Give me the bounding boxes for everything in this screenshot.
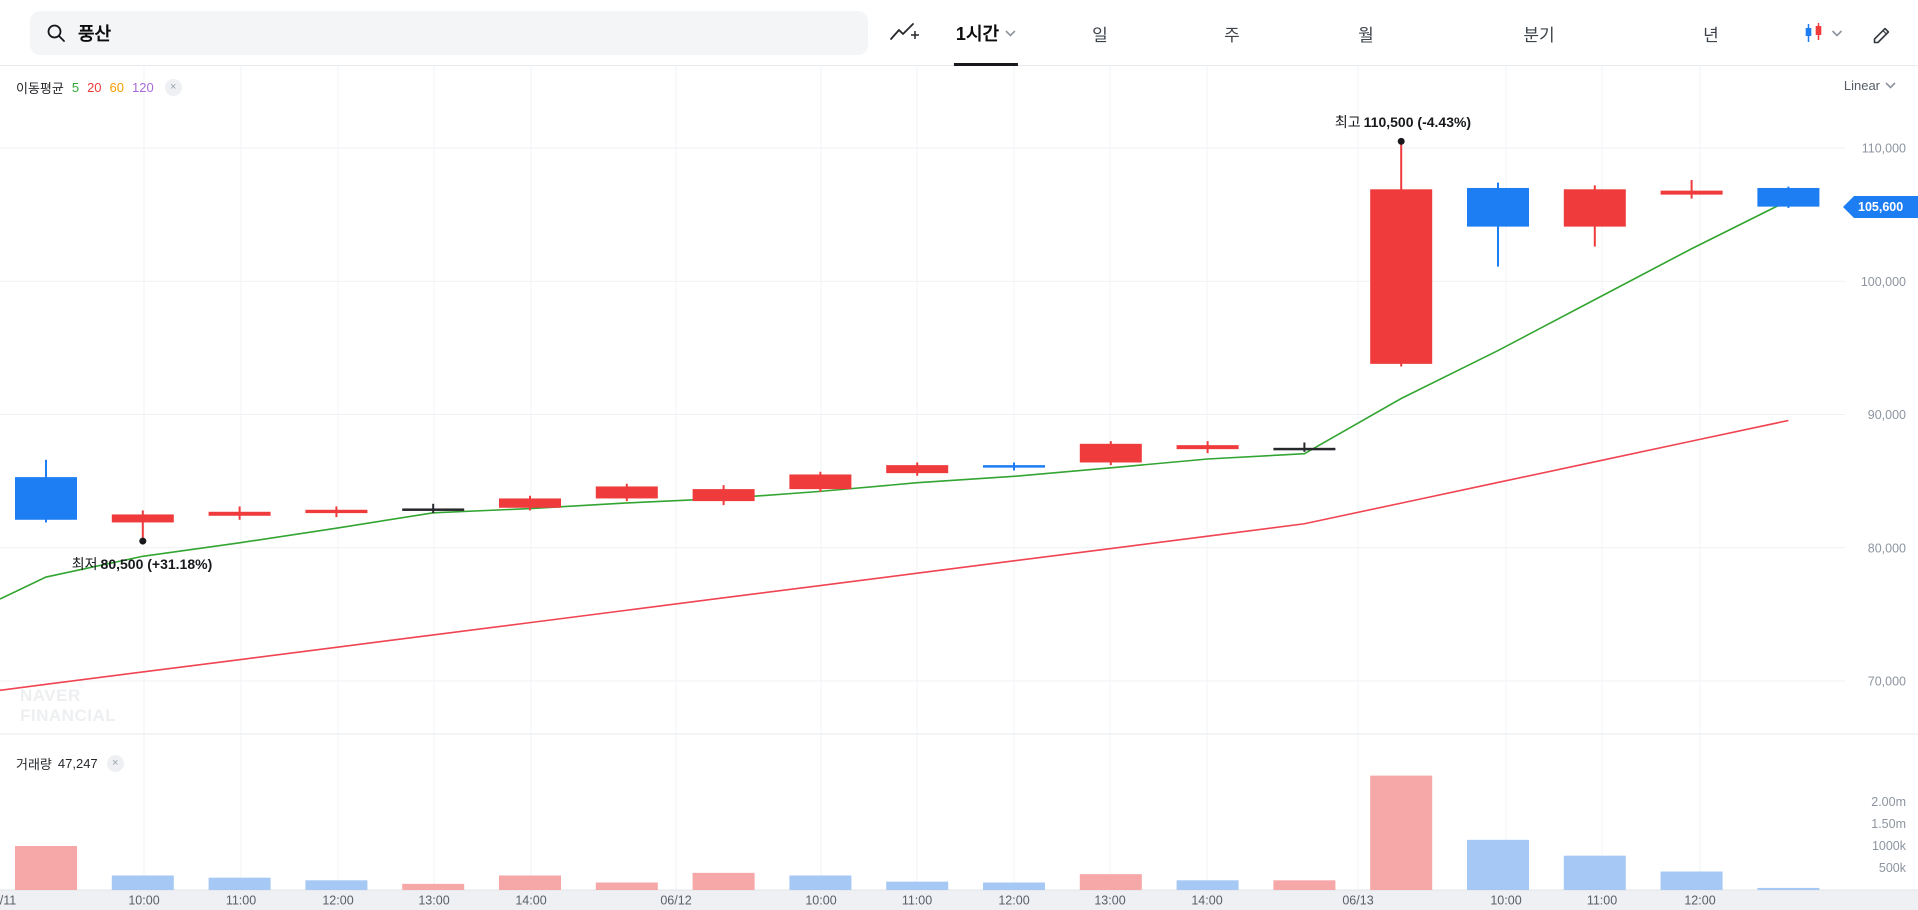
svg-text:100,000: 100,000 [1861,275,1906,289]
svg-text:/11: /11 [0,894,16,908]
line-chart-add-icon[interactable] [889,0,919,66]
tab-day-label: 일 [1092,25,1108,45]
svg-text:12:00: 12:00 [1684,894,1715,908]
svg-text:2.00m: 2.00m [1871,795,1906,809]
low-pct: (+31.18%) [147,556,213,572]
marker-dot [139,537,147,545]
svg-text:1000k: 1000k [1872,839,1907,853]
svg-text:06/12: 06/12 [660,894,691,908]
stock-search-input[interactable]: 풍산 [30,11,868,55]
tab-year-label: 년 [1703,25,1719,45]
marker-dot [1397,137,1405,145]
svg-text:14:00: 14:00 [515,894,546,908]
watermark: NAVER FINANCIAL [20,686,116,725]
topbar: 풍산 1시간 일 주 월 분기 년 [0,0,1918,66]
svg-text:11:00: 11:00 [902,894,932,908]
svg-text:70,000: 70,000 [1868,675,1906,689]
high-annotation: 최고 110,500 (-4.43%) [1335,112,1471,132]
low-annotation: 최저 80,500 (+31.18%) [72,554,212,574]
tab-quarter[interactable]: 분기 [1523,0,1554,66]
high-prefix: 최고 [1334,114,1361,130]
svg-text:11:00: 11:00 [226,894,256,908]
tab-month-label: 월 [1358,25,1374,45]
candlestick-icon [1805,23,1822,42]
ma5-period: 5 [71,80,80,95]
search-icon [47,24,65,42]
svg-text:1.50m: 1.50m [1871,817,1906,831]
high-pct: (-4.43%) [1417,114,1472,130]
svg-text:80,000: 80,000 [1868,541,1906,555]
svg-text:110,000: 110,000 [1862,142,1906,156]
volume-legend: 거래량 47,247 × [16,754,124,773]
tab-1hour-label: 1시간 [955,24,1000,44]
volume-bars [15,775,1820,890]
chart-area: NAVER FINANCIAL 110,000 100,000 90,000 80,0… [0,66,1918,910]
tab-week[interactable]: 주 [1224,0,1240,66]
low-value: 80,500 [100,556,144,572]
chart-style-picker[interactable] [1802,0,1843,66]
watermark-line1: NAVER [20,686,81,705]
ma-legend: 이동평균 5 20 60 120 × [16,78,182,97]
tab-quarter-label: 분기 [1523,25,1555,45]
line-chart-plus-icon [890,23,919,40]
chevron-down-icon [1831,29,1843,37]
svg-text:13:00: 13:00 [418,894,449,908]
svg-text:06/13: 06/13 [1342,894,1373,908]
tab-1hour[interactable]: 1시간 [953,0,1018,66]
tab-week-label: 주 [1224,25,1240,45]
svg-text:500k: 500k [1879,861,1907,875]
scale-selector[interactable]: Linear [1844,78,1896,93]
svg-text:10:00: 10:00 [805,894,836,908]
search-query: 풍산 [78,24,112,44]
svg-text:13:00: 13:00 [1094,894,1125,908]
low-prefix: 최저 [71,556,98,572]
ma20-line [0,419,1789,692]
tab-month[interactable]: 월 [1358,0,1374,66]
tab-year[interactable]: 년 [1703,0,1719,66]
svg-text:12:00: 12:00 [998,894,1029,908]
ma-legend-label: 이동평균 [16,81,64,96]
volume-label: 거래량 [16,757,52,772]
candles [15,141,1820,542]
chevron-down-icon [1005,29,1016,37]
chevron-down-icon [1885,82,1896,89]
svg-text:90,000: 90,000 [1868,408,1906,422]
ma60-period: 60 [109,80,125,95]
ma5-line [0,199,1789,600]
svg-text:11:00: 11:00 [1587,894,1617,908]
svg-text:14:00: 14:00 [1191,894,1222,908]
svg-text:10:00: 10:00 [128,894,159,908]
volume-close-icon[interactable]: × [106,755,124,772]
ma-close-icon[interactable]: × [164,79,182,96]
pencil-icon [1873,27,1890,44]
current-price-badge: 105,600 [1843,196,1918,218]
svg-text:12:00: 12:00 [322,894,353,908]
volume-value: 47,247 [57,756,98,771]
high-value: 110,500 [1363,114,1414,130]
ma20-period: 20 [87,80,102,95]
draw-tool-button[interactable] [1870,0,1892,66]
tab-day[interactable]: 일 [1092,0,1108,66]
gridlines [0,66,1918,910]
watermark-line2: FINANCIAL [20,705,117,725]
price-volume-chart[interactable]: 110,000 100,000 90,000 80,000 70,000 2.00m 1.5… [0,66,1918,910]
ma120-period: 120 [132,80,154,95]
active-tab-underline [953,63,1018,66]
svg-text:10:00: 10:00 [1490,894,1521,908]
scale-label: Linear [1843,78,1880,93]
